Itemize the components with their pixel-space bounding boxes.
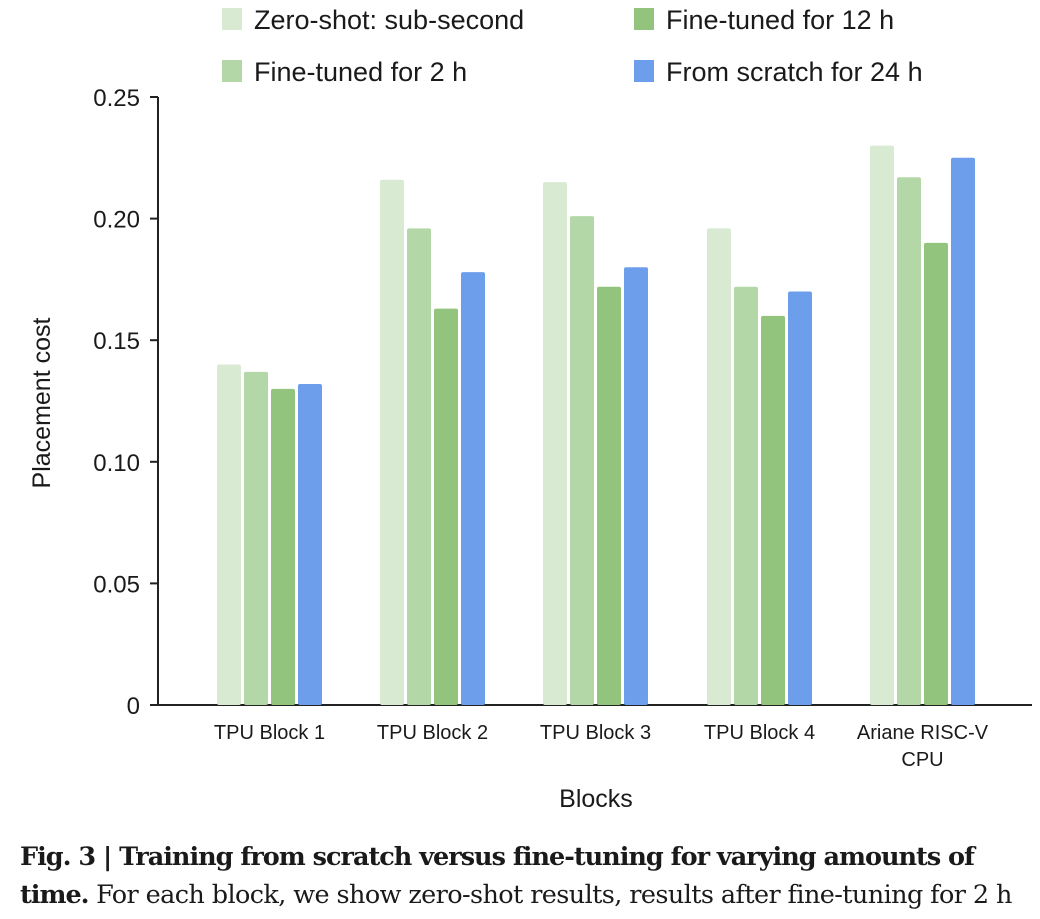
bar-2-5 [897,177,921,706]
bar-4-5 [951,157,975,706]
x-tick-label: TPU Block 2 [377,722,488,744]
y-tick-label: 0.15 [93,328,140,355]
y-tick-label: 0.25 [93,85,140,112]
x-tick-label: CPU [901,749,943,771]
bar-1-2 [380,179,404,706]
legend-swatch [222,8,242,30]
figure-caption: Fig. 3 | Training from scratch versus fi… [20,838,1030,914]
bar-2-2 [407,228,431,705]
bar-1-3 [543,182,567,705]
bar-3-4 [761,315,785,705]
y-tick-label: 0.10 [93,450,140,477]
legend-swatch [634,8,654,30]
x-tick-labels: TPU Block 1 TPU Block 2 TPU Block 3 TPU Blo… [214,722,989,771]
bar-1-1 [217,364,241,705]
legend-label: Fine-tuned for 2 h [254,57,467,87]
x-tick-label: Ariane RISC-V [857,722,989,744]
bar-3-1 [271,388,295,705]
x-tick-label: TPU Block 3 [540,722,651,744]
legend: Zero-shot: sub-second Fine-tuned for 2 h F… [222,5,923,87]
y-axis-title: Placement cost [28,317,56,488]
caption-line-1: Fig. 3 | Training from scratch versus fi… [20,838,1030,876]
x-tick-label: TPU Block 1 [214,722,325,744]
caption-bold-line-2: time. [20,880,90,910]
bar-2-4 [734,286,758,705]
bar-2-3 [570,216,594,705]
bar-2-1 [244,371,268,705]
legend-label: From scratch for 24 h [666,57,923,87]
bar-4-1 [298,383,322,705]
y-tick-label: 0.05 [93,571,140,598]
bar-4-3 [624,267,648,705]
bar-1-4 [707,228,731,705]
caption-bold-line-1: Fig. 3 | Training from scratch versus fi… [20,842,975,872]
y-ticks: 0 0.05 0.10 0.15 0.20 0.25 [93,85,158,720]
bar-3-2 [434,308,458,705]
x-axis-title: Blocks [559,785,633,813]
legend-swatch [222,60,242,82]
legend-swatch [634,60,654,82]
caption-line-2: time. For each block, we show zero-shot … [20,876,1030,914]
caption-text: For each block, we show zero-shot result… [88,880,1012,910]
bar-1-5 [870,145,894,705]
legend-label: Fine-tuned for 12 h [666,5,894,35]
bar-3-3 [597,286,621,705]
y-tick-label: 0 [127,693,140,720]
bar-4-2 [461,272,485,705]
bar-chart: Zero-shot: sub-second Fine-tuned for 2 h F… [28,5,1032,813]
y-tick-label: 0.20 [93,207,140,234]
axes: 0 0.05 0.10 0.15 0.20 0.25 Placement cost Blo… [28,85,1032,813]
bars [217,145,975,706]
bar-3-5 [924,242,948,706]
legend-label: Zero-shot: sub-second [254,5,524,35]
x-tick-label: TPU Block 4 [704,722,815,744]
bar-4-4 [788,291,812,705]
